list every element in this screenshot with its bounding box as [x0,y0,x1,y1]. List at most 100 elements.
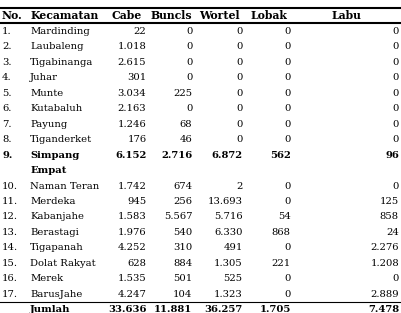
Text: 0: 0 [393,27,399,36]
Text: 33.636: 33.636 [108,305,146,313]
Text: 96: 96 [385,151,399,160]
Text: 525: 525 [223,275,243,284]
Text: 884: 884 [173,259,192,268]
Text: 1.535: 1.535 [117,275,146,284]
Text: 0: 0 [393,104,399,113]
Text: 0: 0 [186,42,192,51]
Text: 868: 868 [272,228,291,237]
Text: 1.208: 1.208 [370,259,399,268]
Text: 12.: 12. [2,213,18,222]
Text: 5.716: 5.716 [214,213,243,222]
Text: 2.276: 2.276 [371,244,399,253]
Text: 8.: 8. [2,135,12,144]
Text: Merdeka: Merdeka [30,197,75,206]
Text: Kutabaluh: Kutabaluh [30,104,82,113]
Text: 0: 0 [393,89,399,98]
Text: 4.252: 4.252 [117,244,146,253]
Text: 0: 0 [284,182,291,191]
Text: 11.881: 11.881 [154,305,192,313]
Text: 0: 0 [186,104,192,113]
Text: Cabe: Cabe [111,10,142,21]
Text: 1.583: 1.583 [117,213,146,222]
Text: Jumlah: Jumlah [30,305,71,313]
Text: Simpang: Simpang [30,151,79,160]
Text: 0: 0 [284,42,291,51]
Text: 7.: 7. [2,120,12,129]
Text: 2.716: 2.716 [161,151,192,160]
Text: 1.: 1. [2,27,12,36]
Text: 2: 2 [236,182,243,191]
Text: 310: 310 [173,244,192,253]
Text: Mardinding: Mardinding [30,27,90,36]
Text: 562: 562 [270,151,291,160]
Text: 0: 0 [284,73,291,82]
Text: 13.: 13. [2,228,18,237]
Text: 0: 0 [284,120,291,129]
Text: 0: 0 [284,197,291,206]
Text: Munte: Munte [30,89,63,98]
Text: 0: 0 [236,120,243,129]
Text: 501: 501 [173,275,192,284]
Text: 15.: 15. [2,259,18,268]
Text: 1.742: 1.742 [117,182,146,191]
Text: 2.615: 2.615 [118,58,146,67]
Text: 0: 0 [186,27,192,36]
Text: 6.872: 6.872 [211,151,243,160]
Text: 54: 54 [278,213,291,222]
Text: 301: 301 [127,73,146,82]
Text: 628: 628 [128,259,146,268]
Text: 5.: 5. [2,89,12,98]
Text: 36.257: 36.257 [205,305,243,313]
Text: 0: 0 [393,275,399,284]
Text: 9.: 9. [2,151,12,160]
Text: 0: 0 [284,89,291,98]
Text: Empat: Empat [30,166,67,175]
Text: 46: 46 [180,135,192,144]
Text: 0: 0 [236,27,243,36]
Text: 6.: 6. [2,104,11,113]
Text: 3.034: 3.034 [117,89,146,98]
Text: 0: 0 [393,182,399,191]
Text: 2.: 2. [2,42,12,51]
Text: 4.: 4. [2,73,12,82]
Text: 0: 0 [284,275,291,284]
Text: 17.: 17. [2,290,18,299]
Text: Buncls: Buncls [151,10,192,21]
Text: BarusJahe: BarusJahe [30,290,83,299]
Text: Tigabinanga: Tigabinanga [30,58,93,67]
Text: 6.330: 6.330 [214,228,243,237]
Text: 491: 491 [223,244,243,253]
Text: 11.: 11. [2,197,18,206]
Text: 14.: 14. [2,244,18,253]
Text: Berastagi: Berastagi [30,228,79,237]
Text: 16.: 16. [2,275,18,284]
Text: 225: 225 [173,89,192,98]
Text: Dolat Rakyat: Dolat Rakyat [30,259,96,268]
Text: Naman Teran: Naman Teran [30,182,99,191]
Text: 0: 0 [393,135,399,144]
Text: 176: 176 [127,135,146,144]
Text: 256: 256 [174,197,192,206]
Text: 2.889: 2.889 [371,290,399,299]
Text: 125: 125 [380,197,399,206]
Text: 674: 674 [173,182,192,191]
Text: 0: 0 [236,73,243,82]
Text: 0: 0 [236,58,243,67]
Text: 0: 0 [236,89,243,98]
Text: Laubaleng: Laubaleng [30,42,83,51]
Text: 0: 0 [186,73,192,82]
Text: 0: 0 [393,42,399,51]
Text: 0: 0 [393,120,399,129]
Text: 0: 0 [284,290,291,299]
Text: 24: 24 [386,228,399,237]
Text: 0: 0 [393,73,399,82]
Text: 1.323: 1.323 [214,290,243,299]
Text: 0: 0 [236,42,243,51]
Text: 13.693: 13.693 [208,197,243,206]
Text: 22: 22 [134,27,146,36]
Text: 1.246: 1.246 [117,120,146,129]
Text: 3.: 3. [2,58,12,67]
Text: Labu: Labu [332,10,362,21]
Text: 104: 104 [173,290,192,299]
Text: 5.567: 5.567 [164,213,192,222]
